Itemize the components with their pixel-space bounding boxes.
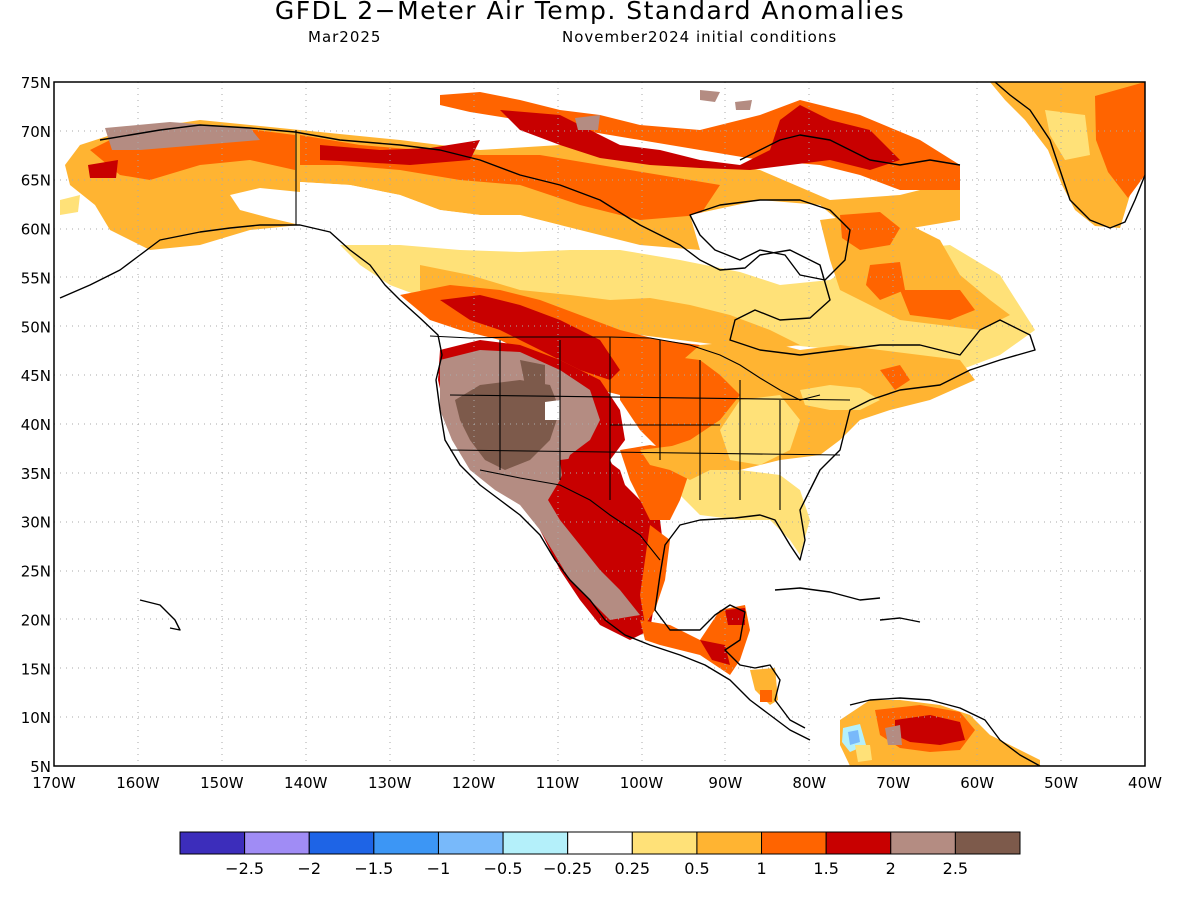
lat-label: 15N	[21, 660, 51, 678]
lat-label: 60N	[21, 221, 51, 239]
lon-label: 160W	[116, 774, 160, 792]
coastlines	[59, 82, 1145, 766]
colorbar-label: −2.5	[225, 859, 264, 878]
lon-label: 110W	[536, 774, 580, 792]
colorbar-label: 1.5	[813, 859, 838, 878]
colorbar-swatch	[696, 831, 763, 855]
lon-label: 140W	[284, 774, 328, 792]
lon-label: 100W	[620, 774, 664, 792]
colorbar-swatch	[761, 831, 827, 855]
colorbar-swatch	[373, 831, 439, 855]
lat-label: 30N	[21, 514, 51, 532]
colorbar-swatch	[437, 831, 504, 855]
colorbar-swatch	[502, 831, 569, 855]
colorbar-swatch	[890, 831, 956, 855]
colorbar	[179, 831, 1021, 855]
map-title: GFDL 2−Meter Air Temp. Standard Anomalie…	[274, 0, 906, 25]
lat-label: 45N	[21, 367, 51, 385]
colorbar-swatch	[825, 831, 892, 855]
initial-conditions: November2024 initial conditions	[562, 28, 838, 46]
anomaly-field	[60, 82, 1145, 766]
lon-label: 70W	[876, 774, 910, 792]
lon-label: 120W	[452, 774, 496, 792]
latitude-labels: 75N 70N 65N 60N 55N 50N 45N 40N 35N 30N 25N 20N 15N 1…	[21, 74, 51, 776]
graticule	[54, 82, 1145, 766]
colorbar-label: −1.5	[354, 859, 393, 878]
colorbar-label: −0.25	[543, 859, 592, 878]
lon-label: 60W	[960, 774, 994, 792]
lat-label: 70N	[21, 123, 51, 141]
colorbar-label: −2	[297, 859, 321, 878]
colorbar-swatch	[244, 831, 310, 855]
lon-label: 170W	[32, 774, 76, 792]
colorbar-label: 1	[756, 859, 766, 878]
lat-label: 35N	[21, 465, 51, 483]
lon-label: 90W	[708, 774, 742, 792]
lat-label: 25N	[21, 563, 51, 581]
lon-label: 150W	[200, 774, 244, 792]
lat-label: 65N	[21, 172, 51, 190]
lat-label: 40N	[21, 416, 51, 434]
lon-label: 130W	[368, 774, 412, 792]
lat-label: 75N	[21, 74, 51, 92]
political-borders	[295, 130, 851, 561]
lat-label: 10N	[21, 709, 51, 727]
lat-label: 20N	[21, 611, 51, 629]
colorbar-label: −0.5	[484, 859, 523, 878]
colorbar-label: 0.25	[614, 859, 650, 878]
lon-label: 80W	[792, 774, 826, 792]
colorbar-label: 2.5	[943, 859, 968, 878]
colorbar-label: 0.5	[684, 859, 709, 878]
colorbar-label: −1	[427, 859, 451, 878]
lon-label: 50W	[1044, 774, 1078, 792]
lon-label: 40W	[1128, 774, 1162, 792]
colorbar-labels: −2.5 −2 −1.5 −1 −0.5 −0.25 0.25 0.5 1 1.5 2 2.5	[225, 859, 968, 878]
colorbar-swatch	[308, 831, 375, 855]
longitude-labels: 170W 160W 150W 140W 130W 120W 110W 100W 90W 80W 70…	[32, 774, 1162, 792]
colorbar-swatch	[954, 831, 1021, 855]
colorbar-label: 2	[886, 859, 896, 878]
valid-month: Mar2025	[308, 28, 382, 46]
colorbar-swatch	[567, 831, 633, 855]
colorbar-swatch	[179, 831, 246, 855]
lat-label: 55N	[21, 269, 51, 287]
lat-label: 5N	[30, 758, 51, 776]
lat-label: 50N	[21, 318, 51, 336]
plot-frame	[53, 81, 1146, 767]
colorbar-swatch	[631, 831, 698, 855]
